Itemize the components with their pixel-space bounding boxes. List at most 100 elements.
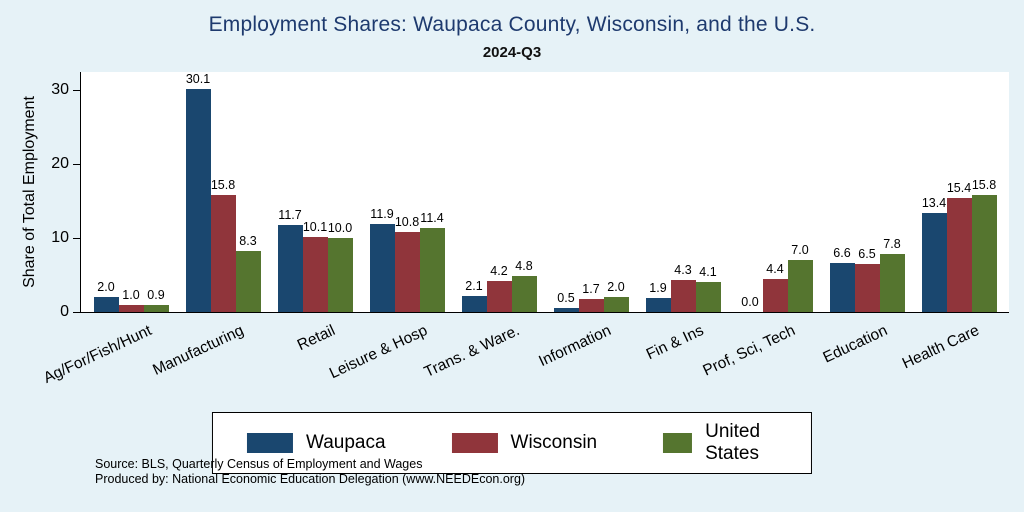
legend-label: United States (705, 421, 761, 464)
bar-waupaca (369, 223, 395, 312)
bar-united-states (603, 297, 629, 312)
bar-slot: 8.3 (235, 72, 261, 312)
bar-united-states (971, 195, 997, 312)
category-label: Ag/For/Fish/Hunt (40, 322, 155, 387)
y-axis-tick (73, 312, 81, 313)
bar-wisconsin (486, 280, 512, 312)
bar-value-label: 11.4 (420, 210, 444, 225)
category-label: Information (536, 322, 615, 371)
bar-waupaca (461, 296, 487, 312)
bar-wisconsin (762, 279, 788, 312)
bar-value-label: 1.0 (122, 287, 140, 302)
category-group: 6.6 6.5 7.8 Education (821, 72, 913, 367)
bar-cluster: 1.9 4.3 4.1 (645, 72, 721, 312)
bar-slot: 6.5 (854, 72, 880, 312)
bar-value-label: 6.5 (858, 246, 876, 261)
y-axis-tick-label: 0 (60, 303, 69, 320)
bar-value-label: 11.7 (278, 208, 302, 223)
legend-label: Waupaca (305, 432, 386, 453)
bar-cluster: 11.9 10.8 11.4 (369, 72, 445, 312)
bar-slot: 10.8 (394, 72, 420, 312)
bar-slot: 30.1 (185, 72, 211, 312)
bar-united-states (787, 260, 813, 312)
bar-slot: 11.4 (419, 72, 445, 312)
bar-value-label: 7.8 (883, 237, 901, 252)
bar-slot: 10.0 (327, 72, 353, 312)
bar-value-label: 2.0 (97, 280, 115, 295)
bar-slot: 1.0 (118, 72, 144, 312)
source-line: Source: BLS, Quarterly Census of Employm… (95, 457, 423, 471)
category-label: Fin & Ins (643, 322, 707, 364)
category-group: 13.4 15.4 15.8 Health Care (900, 72, 1005, 372)
chart-title: Employment Shares: Waupaca County, Wisco… (208, 13, 816, 36)
category-group: 11.7 10.1 10.0 Retail (269, 72, 361, 354)
bar-waupaca (93, 297, 119, 312)
y-axis-label: Share of Total Employment (21, 96, 38, 288)
bar-value-label: 6.6 (833, 246, 851, 261)
legend-item-united-states: United States (663, 421, 777, 465)
bar-value-label: 10.8 (394, 215, 420, 230)
category-group: 11.9 10.8 11.4 Leisure & Hosp (327, 72, 453, 382)
bar-value-label: 1.9 (649, 280, 667, 295)
bar-slot: 11.7 (277, 72, 303, 312)
bar-slot: 4.2 (486, 72, 512, 312)
bar-slot: 6.6 (829, 72, 855, 312)
y-axis-tick (73, 164, 81, 165)
bar-value-label: 4.8 (515, 259, 533, 274)
bar-value-label: 13.4 (921, 195, 947, 210)
legend-item-waupaca: Waupaca (246, 432, 386, 454)
bar-value-label: 7.0 (791, 243, 809, 258)
bar-united-states (511, 276, 537, 312)
bar-slot: 15.4 (946, 72, 972, 312)
bar-cluster: 30.1 15.8 8.3 (185, 72, 261, 312)
category-label: Prof, Sci, Tech (700, 322, 799, 380)
plot-area: 0 10 20 30 2.0 1.0 0.9 Ag/For/Fish/Hunt 30.1 15.… (41, 72, 1009, 387)
bar-waupaca (645, 297, 671, 312)
bar-cluster: 13.4 15.4 15.8 (921, 72, 997, 312)
bar-value-label: 4.3 (674, 263, 692, 278)
bar-slot: 11.9 (369, 72, 395, 312)
legend: Waupaca Wisconsin United States (211, 412, 813, 474)
bar-waupaca (185, 89, 211, 312)
category-label: Retail (295, 322, 339, 355)
bar-value-label: 15.8 (971, 178, 997, 193)
bar-cluster: 2.0 1.0 0.9 (93, 72, 169, 312)
y-axis-tick-label: 10 (51, 229, 69, 246)
bar-slot: 2.0 (603, 72, 629, 312)
y-axis-tick (73, 238, 81, 239)
bar-slot: 7.8 (879, 72, 905, 312)
bar-slot: 4.1 (695, 72, 721, 312)
bar-slot: 15.8 (971, 72, 997, 312)
bar-value-label: 4.4 (766, 262, 784, 277)
bar-value-label: 15.8 (210, 178, 236, 193)
bar-united-states (327, 238, 353, 312)
bar-slot: 13.4 (921, 72, 947, 312)
category-label: Education (820, 322, 891, 367)
bar-slot: 15.8 (210, 72, 236, 312)
category-label: Manufacturing (149, 322, 247, 379)
bar-cluster: 0.5 1.7 2.0 (553, 72, 629, 312)
y-axis-tick-label: 30 (51, 81, 69, 98)
category-group: 2.0 1.0 0.9 Ag/For/Fish/Hunt (41, 72, 177, 387)
bar-value-label: 0.0 (741, 295, 759, 309)
bar-value-label: 4.2 (490, 263, 508, 278)
category-group: 2.1 4.2 4.8 Trans. & Ware. (422, 72, 545, 381)
bar-slot: 10.1 (302, 72, 328, 312)
category-group: 1.9 4.3 4.1 Fin & Ins (637, 72, 729, 363)
legend-swatch (246, 433, 293, 453)
bar-slot: 2.1 (461, 72, 487, 312)
bar-slot: 1.9 (645, 72, 671, 312)
bar-united-states (235, 250, 261, 312)
legend-item-wisconsin: Wisconsin (451, 432, 597, 454)
bar-value-label: 1.7 (582, 282, 600, 297)
bar-value-label: 8.3 (239, 233, 257, 248)
bar-united-states (143, 305, 169, 312)
category-label: Leisure & Hosp (326, 322, 431, 383)
bar-slot: 2.0 (93, 72, 119, 312)
category-group: 0.0 4.4 7.0 Prof, Sci, Tech (701, 72, 821, 380)
chart-subtitle: 2024-Q3 (482, 44, 542, 61)
bar-wisconsin (578, 299, 604, 312)
produced-by-line: Produced by: National Economic Education… (95, 472, 526, 486)
bar-wisconsin (118, 304, 144, 312)
category-group: 30.1 15.8 8.3 Manufacturing (150, 72, 269, 379)
